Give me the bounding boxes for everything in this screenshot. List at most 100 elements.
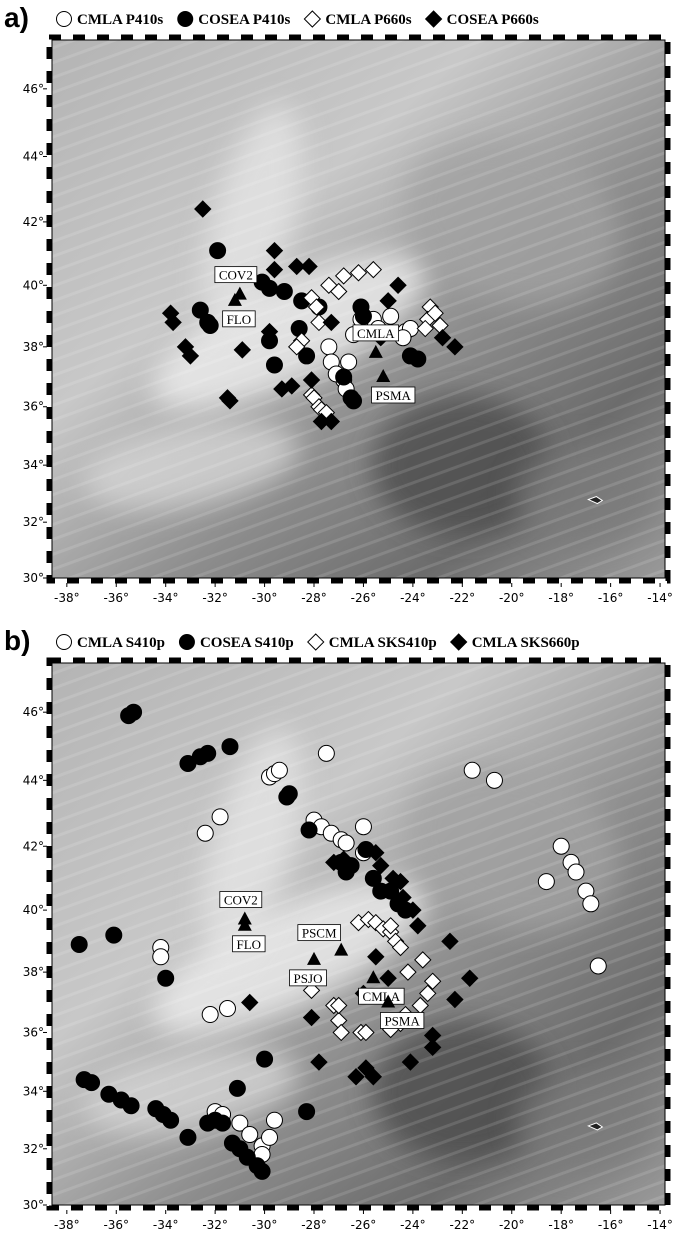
point <box>299 1104 315 1120</box>
station-label-text: FLO <box>227 312 252 327</box>
legend-marker <box>426 11 442 27</box>
x-tick-label: -20° <box>499 591 525 605</box>
point <box>281 786 297 802</box>
legend-label: CMLA SKS410p <box>329 635 437 651</box>
station-label-text: PSMA <box>376 388 412 403</box>
point <box>219 1001 235 1017</box>
legend-label: CMLA P410s <box>77 12 163 28</box>
x-tick-label: -30° <box>252 1218 278 1232</box>
point <box>212 809 228 825</box>
point <box>229 1080 245 1096</box>
legend-marker <box>57 635 72 650</box>
point <box>346 393 362 409</box>
x-tick-label: -18° <box>548 1218 574 1232</box>
point <box>84 1075 100 1091</box>
x-tick-label: -26° <box>351 1218 377 1232</box>
x-tick-label: -16° <box>598 591 624 605</box>
y-tick-label: 44° <box>23 773 44 787</box>
x-tick-label: -28° <box>301 591 327 605</box>
y-tick-label: 38° <box>23 340 44 354</box>
legend-label: CMLA SKS660p <box>472 635 580 651</box>
x-tick-label: -18° <box>548 591 574 605</box>
x-tick-label: -14° <box>647 1218 673 1232</box>
point <box>486 772 502 788</box>
x-tick-label: -32° <box>202 591 228 605</box>
station-label: COV2 <box>220 892 262 908</box>
point <box>163 1112 179 1128</box>
y-tick-label: 36° <box>23 400 44 414</box>
point <box>355 308 371 324</box>
station-label: CMLA <box>353 325 399 341</box>
station-label: PSCM <box>298 925 341 941</box>
y-tick-label: 42° <box>23 215 44 229</box>
y-tick-label: 32° <box>23 1142 44 1156</box>
legend-label: COSEA P410s <box>198 12 290 28</box>
y-tick-label: 38° <box>23 965 44 979</box>
point <box>123 1098 139 1114</box>
station-label: COV2 <box>215 267 257 283</box>
legend-label: CMLA P660s <box>325 12 411 28</box>
station-label-text: CMLA <box>357 326 395 341</box>
x-tick-label: -36° <box>103 1218 129 1232</box>
station-label-text: COV2 <box>224 893 258 908</box>
station-label: FLO <box>233 936 266 952</box>
point <box>200 745 216 761</box>
point <box>71 936 87 952</box>
station-label-text: FLO <box>237 937 262 952</box>
point <box>583 896 599 912</box>
relief-texture <box>52 663 665 1205</box>
point <box>262 1129 278 1145</box>
station-label-text: CMLA <box>363 989 401 1004</box>
point <box>321 339 337 355</box>
point <box>197 825 213 841</box>
point <box>266 357 282 373</box>
station-label: CMLA <box>359 988 405 1004</box>
point <box>276 284 292 300</box>
y-tick-label: 32° <box>23 515 44 529</box>
legend-marker <box>308 634 324 650</box>
station-label: PSMA <box>380 1013 423 1029</box>
map-panel: b)CMLA S410pCOSEA S410pCMLA SKS410pCMLA … <box>4 625 673 1232</box>
y-tick-label: 40° <box>23 903 44 917</box>
x-tick-label: -34° <box>153 591 179 605</box>
legend-marker <box>57 12 72 27</box>
legend-label: COSEA P660s <box>447 12 539 28</box>
y-tick-label: 34° <box>23 458 44 472</box>
x-tick-label: -20° <box>499 1218 525 1232</box>
x-tick-label: -22° <box>450 1218 476 1232</box>
point <box>262 280 278 296</box>
x-tick-label: -32° <box>202 1218 228 1232</box>
point <box>590 958 606 974</box>
x-tick-label: -26° <box>351 591 377 605</box>
point <box>202 317 218 333</box>
point <box>318 745 334 761</box>
x-tick-label: -24° <box>400 1218 426 1232</box>
y-tick-label: 30° <box>23 1198 44 1212</box>
point <box>222 739 238 755</box>
point <box>202 1007 218 1023</box>
legend-marker <box>451 634 467 650</box>
figure: a)CMLA P410sCOSEA P410sCMLA P660sCOSEA P… <box>0 0 686 1234</box>
point <box>336 369 352 385</box>
point <box>410 351 426 367</box>
y-tick-label: 30° <box>23 571 44 585</box>
point <box>158 970 174 986</box>
x-tick-label: -38° <box>54 1218 80 1232</box>
point <box>180 1129 196 1145</box>
x-tick-label: -24° <box>400 591 426 605</box>
point <box>553 838 569 854</box>
x-tick-label: -22° <box>450 591 476 605</box>
point <box>106 927 122 943</box>
point <box>355 819 371 835</box>
y-tick-label: 42° <box>23 839 44 853</box>
point <box>210 243 226 259</box>
legend-marker <box>304 11 320 27</box>
x-tick-label: -14° <box>647 591 673 605</box>
legend-marker <box>178 12 193 27</box>
point <box>538 874 554 890</box>
point <box>271 762 287 778</box>
station-label-text: PSCM <box>302 926 337 941</box>
point <box>126 704 142 720</box>
point <box>254 1163 270 1179</box>
x-tick-label: -34° <box>153 1218 179 1232</box>
